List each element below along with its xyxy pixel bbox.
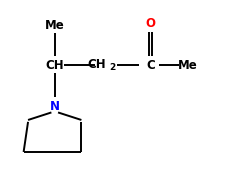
Text: 2: 2 (109, 63, 116, 72)
Text: CH: CH (45, 59, 64, 72)
Text: C: C (146, 59, 155, 72)
Text: N: N (50, 100, 60, 113)
Text: CH: CH (88, 58, 106, 71)
Text: Me: Me (45, 19, 65, 32)
Text: Me: Me (178, 59, 198, 72)
Text: O: O (145, 17, 155, 31)
